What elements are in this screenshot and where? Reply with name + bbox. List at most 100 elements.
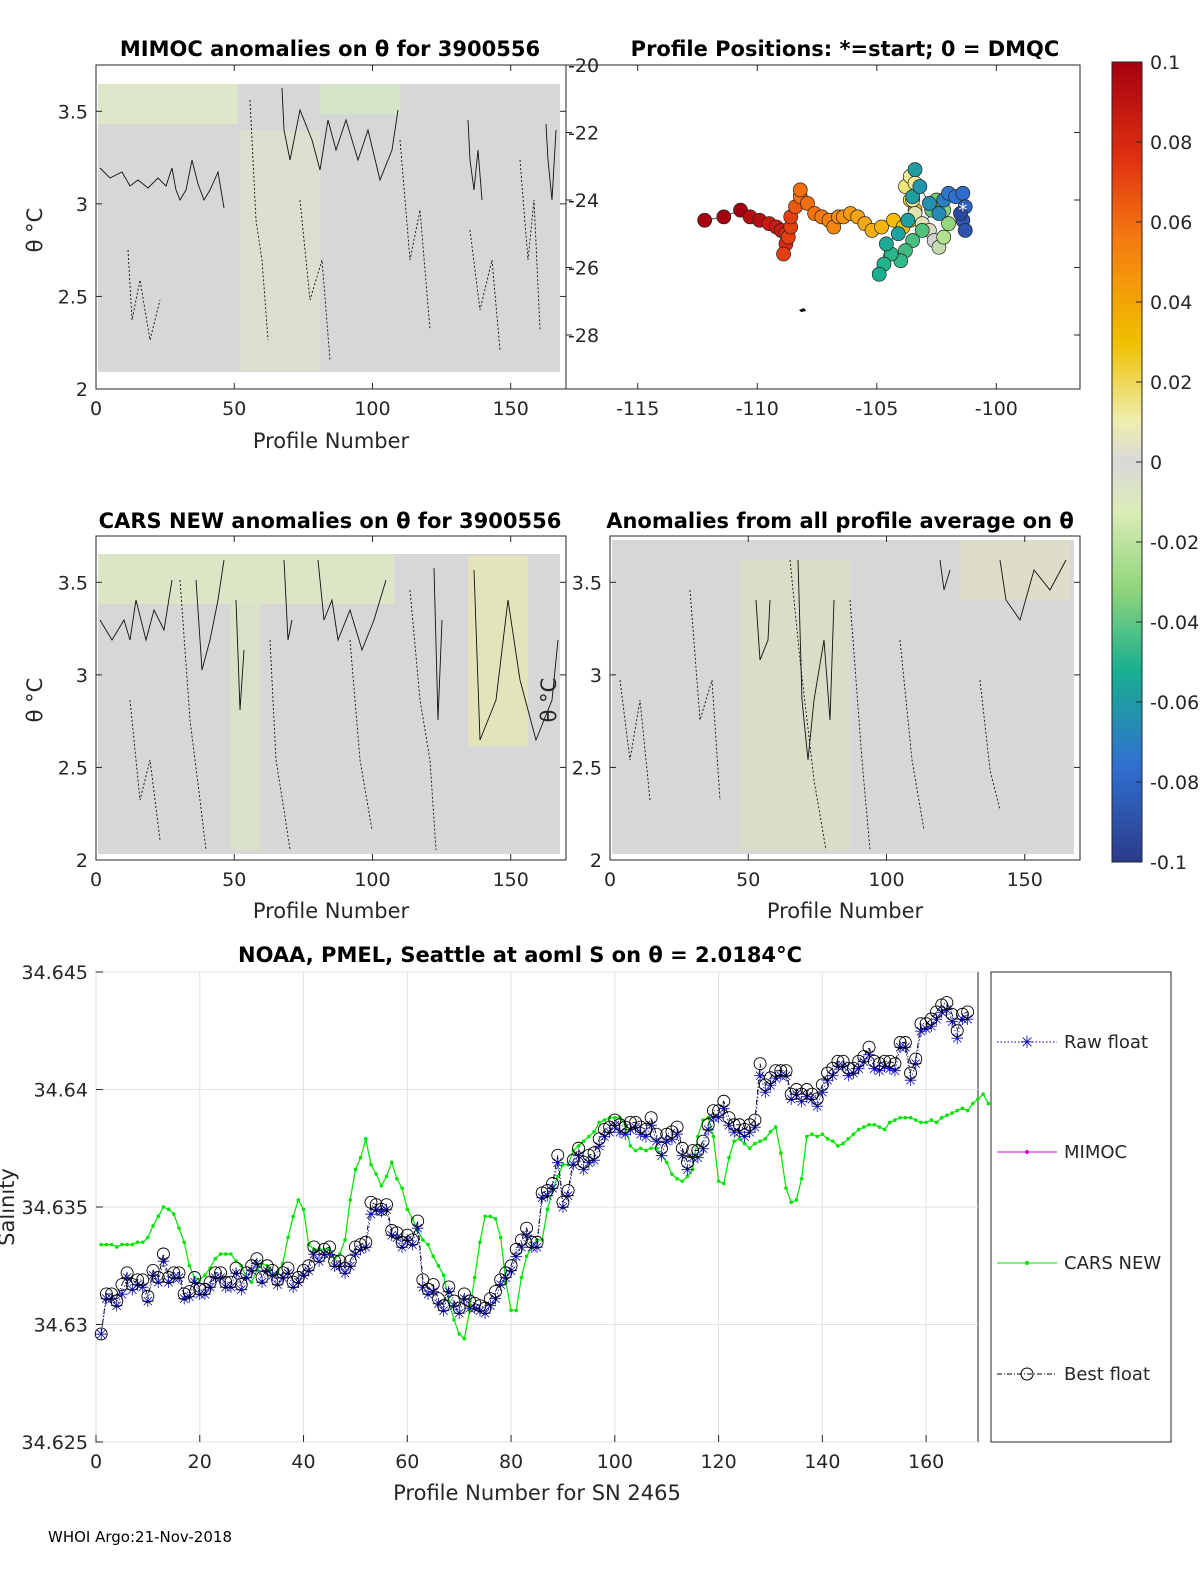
best-float-point: [789, 1083, 803, 1096]
raw-float-point: ✳: [437, 1301, 450, 1320]
raw-float-point: ✳: [644, 1116, 657, 1135]
mimoc-ylabel: θ °C: [23, 208, 47, 253]
raw-float-point: ✳: [126, 1280, 139, 1299]
legend-cars-label: CARS NEW: [1064, 1253, 1161, 1274]
salinity-title-unit: °C: [776, 943, 802, 967]
raw-float-point: ✳: [618, 1125, 631, 1144]
raw-float-point: ✳: [349, 1245, 362, 1264]
raw-float-point: ✳: [945, 1012, 958, 1031]
raw-float-point: ✳: [639, 1128, 652, 1147]
position-point: [941, 216, 956, 231]
cars-new-point: [99, 1242, 103, 1247]
best-float-point: [587, 1146, 601, 1160]
x-tick-label: 50: [736, 869, 760, 891]
x-tick-label: 50: [222, 869, 246, 891]
raw-float-point: ✳: [785, 1090, 798, 1109]
colorbar-tick-label: 0.08: [1150, 132, 1192, 154]
position-point: [900, 212, 916, 228]
y-tick-label: -24: [568, 190, 599, 212]
raw-float-point: ✳: [271, 1276, 284, 1295]
cars-new-point: [965, 1108, 970, 1113]
cars-new-point: [519, 1275, 524, 1280]
cars-new-point: [913, 1118, 918, 1122]
raw-float-point: ✳: [904, 1071, 917, 1090]
x-tick-label: 100: [354, 869, 390, 891]
y-tick-label: 2: [76, 379, 88, 401]
best-float-point: [426, 1278, 440, 1292]
raw-float-point: ✳: [167, 1269, 180, 1288]
x-tick-label: 100: [597, 1451, 633, 1473]
x-tick-label: 150: [1007, 869, 1043, 891]
cars-new-point: [939, 1115, 944, 1120]
cars-new-point: [587, 1134, 591, 1139]
cars-new-point: [799, 1177, 804, 1181]
cars-new-point: [581, 1139, 586, 1143]
colorbar-tick-label: 0: [1150, 452, 1162, 474]
salinity-title: NOAA, PMEL, Seattle at aoml S on θ = 2.0…: [238, 943, 802, 967]
best-float-point: [841, 1061, 855, 1075]
best-float-point: [400, 1228, 414, 1242]
cars-new-point: [286, 1235, 290, 1240]
position-point: [955, 185, 971, 201]
legend-cars-marker: [1025, 1261, 1029, 1265]
best-float-point: [224, 1275, 238, 1289]
best-float-point: [499, 1266, 513, 1280]
raw-float-point: ✳: [556, 1198, 569, 1217]
cars-new-point: [431, 1254, 436, 1259]
best-float-point: [245, 1259, 259, 1273]
raw-float-point: ✳: [369, 1200, 382, 1219]
raw-float-point: ✳: [655, 1146, 668, 1165]
raw-float-point: ✳: [136, 1278, 149, 1297]
position-point: [907, 162, 923, 177]
raw-float-point: ✳: [857, 1052, 870, 1071]
raw-float-point: ✳: [494, 1276, 507, 1295]
cars-new-point: [363, 1137, 368, 1141]
raw-float-point: ✳: [525, 1238, 538, 1257]
cars-new-point: [301, 1207, 306, 1212]
colorbar-tick-label: -0.1: [1150, 852, 1187, 874]
cars-new-point: [727, 1155, 731, 1160]
best-float-point: [800, 1083, 814, 1096]
best-float-point: [924, 1012, 938, 1026]
best-float-point: [629, 1115, 643, 1129]
raw-float-point: ✳: [380, 1200, 393, 1219]
cars-axes-frame: [95, 535, 567, 861]
raw-float-point: ✳: [650, 1132, 663, 1151]
cars-new-point: [971, 1101, 975, 1106]
allavg-axes-frame: [609, 535, 1081, 861]
best-float-point: [105, 1287, 119, 1301]
best-float-point: [452, 1301, 466, 1315]
raw-float-point: ✳: [676, 1146, 689, 1165]
island-outline: [799, 308, 806, 312]
y-tick-label: 3: [590, 665, 602, 687]
raw-float-point: ✳: [795, 1092, 808, 1111]
raw-float-point: ✳: [229, 1264, 242, 1283]
raw-float-point: ✳: [707, 1109, 720, 1128]
best-float-point: [208, 1266, 222, 1280]
best-float-point: [904, 1066, 918, 1080]
cars-new-point: [664, 1160, 669, 1165]
cars-new-point: [825, 1137, 830, 1141]
best-float-point: [546, 1177, 560, 1190]
best-float-point: [369, 1198, 383, 1212]
cars-new-point: [120, 1242, 124, 1247]
raw-float-point: ✳: [753, 1066, 766, 1085]
cars-new-point: [597, 1120, 602, 1125]
y-tick-label: -20: [568, 55, 599, 77]
raw-float-point: ✳: [328, 1257, 341, 1276]
raw-float-point: ✳: [255, 1273, 268, 1292]
best-float-point: [338, 1261, 352, 1275]
y-tick-label: 2.5: [58, 286, 88, 308]
colorbar-tick-label: -0.04: [1150, 612, 1199, 634]
cars-new-point: [146, 1235, 150, 1240]
best-float-point: [411, 1214, 425, 1228]
best-float-point: [810, 1092, 824, 1106]
best-float-point: [172, 1266, 186, 1280]
cars-new-point: [140, 1240, 145, 1245]
mimoc-title: MIMOC anomalies on θ for 3900556: [120, 37, 540, 61]
salinity-ylabel: Salinity: [0, 1168, 19, 1246]
position-point: [914, 223, 930, 238]
footer-credit: WHOI Argo:21-Nov-2018: [48, 1528, 232, 1546]
best-float-point: [898, 1036, 912, 1049]
raw-float-point: ✳: [323, 1245, 336, 1264]
